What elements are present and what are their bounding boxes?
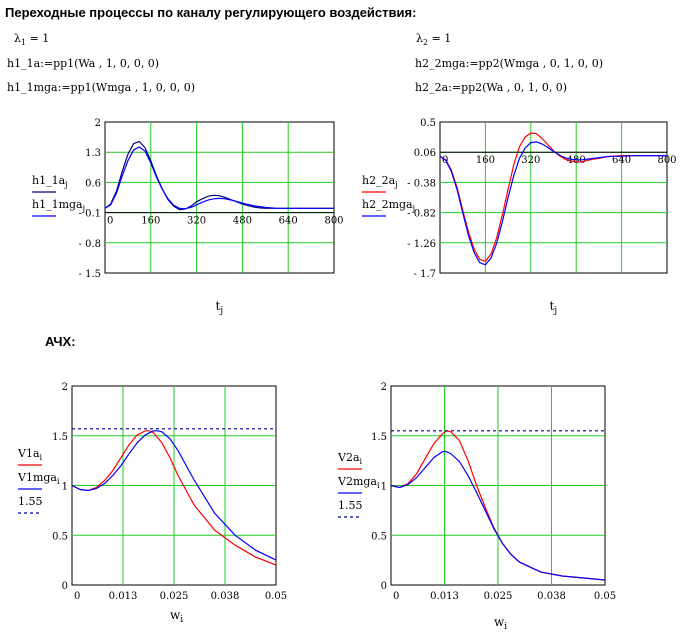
y-tick-label: - 0.8 <box>79 239 101 250</box>
y-tick-label: - 1.5 <box>79 269 101 280</box>
x-tick-label: 0.05 <box>265 591 287 602</box>
series-line-h22mga <box>439 141 667 266</box>
x-tick-label: 0 <box>107 216 113 227</box>
chart-achh-v2: 0 0.5 1 1.5 2 0 0.013 0.025 0.038 0.05 wi V2ai V2mga… <box>337 382 616 632</box>
series-line-V1a <box>71 430 277 566</box>
y-tick-label: 1.5 <box>371 432 387 443</box>
h1-1a-definition: h1_1a:=pp1(Wa , 1, 0, 0, 0) <box>7 57 160 70</box>
x-tick-label: 0.013 <box>430 591 459 602</box>
series-line-V2mga <box>390 451 606 581</box>
lambda-symbol: λ <box>416 32 423 45</box>
legend-label: 1.55 <box>18 495 43 508</box>
y-tick-label: 0.06 <box>414 148 436 159</box>
plot-frame <box>104 121 335 274</box>
x-tick-label: 800 <box>324 216 343 227</box>
x-tick-label: 0.013 <box>109 591 138 602</box>
legend-label: h2_2mgaj <box>362 198 415 213</box>
y-tick-label: 1 <box>62 482 68 493</box>
h1-1mga-definition: h1_1mga:=pp1(Wmga , 1, 0, 0, 0) <box>7 81 195 94</box>
x-tick-label: 0.025 <box>484 591 513 602</box>
x-tick-label: 0 <box>393 591 399 602</box>
y-tick-label: - 1.7 <box>414 269 436 280</box>
y-tick-label: 0.5 <box>371 531 387 542</box>
legend-label: V2ai <box>337 451 363 466</box>
x-tick-label: 160 <box>476 155 495 166</box>
y-tick-label: 1.5 <box>52 432 68 443</box>
y-tick-label: 0.6 <box>85 178 101 189</box>
legend-label: h2_2aj <box>362 174 398 189</box>
y-tick-label: - 0.38 <box>407 178 436 189</box>
legend-label: V1ai <box>17 447 43 462</box>
lambda-symbol: λ <box>14 32 21 45</box>
x-tick-label: 0.05 <box>594 591 616 602</box>
x-tick-label: 0.025 <box>160 591 189 602</box>
plot-frame <box>439 121 668 274</box>
x-tick-label: 160 <box>141 216 160 227</box>
y-tick-label: - 0.82 <box>407 209 436 220</box>
legend-label: h1_1aj <box>32 174 68 189</box>
legend-label: V1mgai <box>17 471 60 486</box>
x-tick-label: 0.038 <box>537 591 566 602</box>
h2-2mga-definition: h2_2mga:=pp2(Wmga , 0, 1, 0, 0) <box>415 57 603 70</box>
lambda2-definition: λ2 = 1 <box>416 32 452 47</box>
series-line-h11mga <box>104 146 334 210</box>
x-tick-label: 480 <box>233 216 252 227</box>
x-axis-label: wi <box>494 615 507 632</box>
x-axis-label: tj <box>216 299 224 316</box>
x-tick-label: 640 <box>279 216 298 227</box>
lambda-value: = 1 <box>29 32 50 45</box>
section-heading-achh: АЧХ: <box>45 334 76 349</box>
x-tick-label: 320 <box>187 216 206 227</box>
x-tick-label: 480 <box>567 155 586 166</box>
x-tick-label: 800 <box>657 155 676 166</box>
y-tick-label: - 1.26 <box>407 239 436 250</box>
legend-label: h1_1mgaj <box>32 198 85 213</box>
y-tick-label: - 0.1 <box>79 209 101 220</box>
y-tick-label: 0.5 <box>420 118 436 129</box>
lambda-value: = 1 <box>431 32 452 45</box>
y-tick-label: 0 <box>62 581 68 592</box>
series-line-h11a <box>104 140 334 211</box>
lambda-subscript: 1 <box>20 38 27 47</box>
page-heading: Переходные процессы по каналу регулирующ… <box>5 5 417 20</box>
x-tick-label: 0.038 <box>211 591 240 602</box>
y-tick-label: 0 <box>381 581 387 592</box>
y-tick-label: 0.5 <box>52 531 68 542</box>
x-tick-label: 320 <box>521 155 540 166</box>
x-tick-label: 0 <box>74 591 80 602</box>
chart-transient-h1: 2 1.3 0.6 - 0.1 - 0.8 - 1.5 0 160 320 480 640 800 tj… <box>32 118 344 316</box>
x-axis-label: tj <box>550 299 558 316</box>
y-tick-label: 1.3 <box>85 148 101 159</box>
y-tick-label: 2 <box>95 118 101 129</box>
series-line-V1mga <box>71 430 277 561</box>
y-tick-label: 2 <box>381 382 387 393</box>
chart-achh-v1: 0 0.5 1 1.5 2 0 0.013 0.025 0.038 0.05 wi V1ai V1mga… <box>17 382 287 625</box>
legend-label: V2mgai <box>337 475 380 490</box>
h2-2a-definition: h2_2a:=pp2(Wa , 0, 1, 0, 0) <box>415 81 568 94</box>
legend-label: 1.55 <box>338 499 363 512</box>
lambda1-definition: λ1 = 1 <box>14 32 50 47</box>
y-tick-label: 1 <box>381 482 387 493</box>
chart-transient-h2: 0.50.06- 0.38- 0.82- 1.26- 1.70 160 320 480… <box>362 118 677 316</box>
lambda-subscript: 2 <box>422 38 429 47</box>
x-axis-label: wi <box>170 608 183 625</box>
y-tick-label: 2 <box>62 382 68 393</box>
x-tick-label: 640 <box>612 155 631 166</box>
